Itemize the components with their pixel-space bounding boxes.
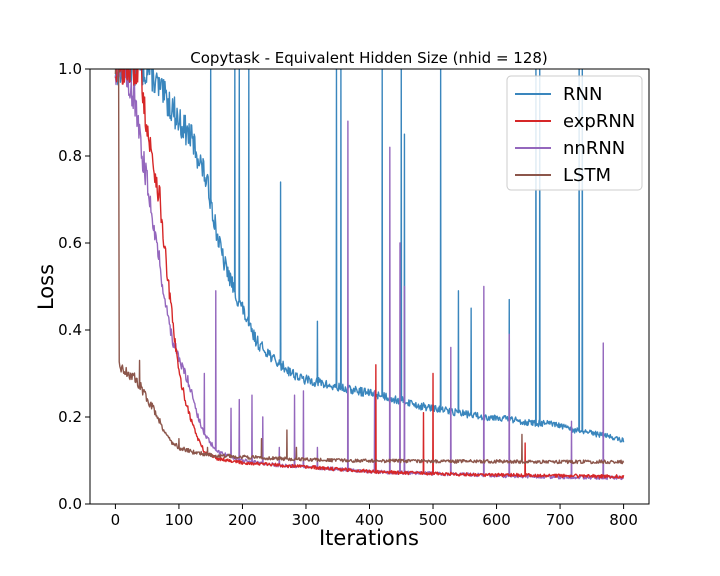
series-layer: [114, 69, 625, 481]
x-tick-label: 400: [355, 511, 384, 529]
y-tick-label: 1.0: [58, 60, 82, 78]
chart-title: Copytask - Equivalent Hidden Size (nhid …: [190, 49, 548, 67]
x-tick-label: 300: [292, 511, 321, 529]
x-axis: 0 100 200 300 400 500 600 700 800: [111, 504, 638, 529]
x-tick-label: 700: [546, 511, 575, 529]
y-tick-label: 0.0: [58, 495, 82, 513]
y-tick-label: 0.4: [58, 321, 82, 339]
x-tick-label: 100: [165, 511, 194, 529]
legend-box: [506, 75, 643, 191]
y-axis-title: Loss: [34, 264, 58, 310]
legend-label: LSTM: [563, 165, 611, 186]
x-tick-label: 800: [609, 511, 638, 529]
legend-label: RNN: [563, 84, 602, 105]
series-line-lstm: [114, 69, 625, 465]
y-tick-label: 0.8: [58, 147, 82, 165]
x-tick-label: 0: [111, 511, 121, 529]
y-tick-label: 0.6: [58, 234, 82, 252]
x-tick-label: 500: [419, 511, 448, 529]
x-tick-label: 600: [482, 511, 511, 529]
y-axis: 0.0 0.2 0.4 0.6 0.8 1.0: [58, 60, 90, 513]
x-axis-title: Iterations: [319, 526, 419, 550]
series-line-exprnn: [114, 69, 625, 479]
legend: RNN expRNN nnRNN LSTM: [506, 75, 643, 191]
y-tick-label: 0.2: [58, 408, 82, 426]
series-line-rnn: [114, 69, 625, 443]
legend-label: nnRNN: [563, 138, 625, 159]
legend-label: expRNN: [563, 111, 635, 132]
x-tick-label: 200: [228, 511, 257, 529]
